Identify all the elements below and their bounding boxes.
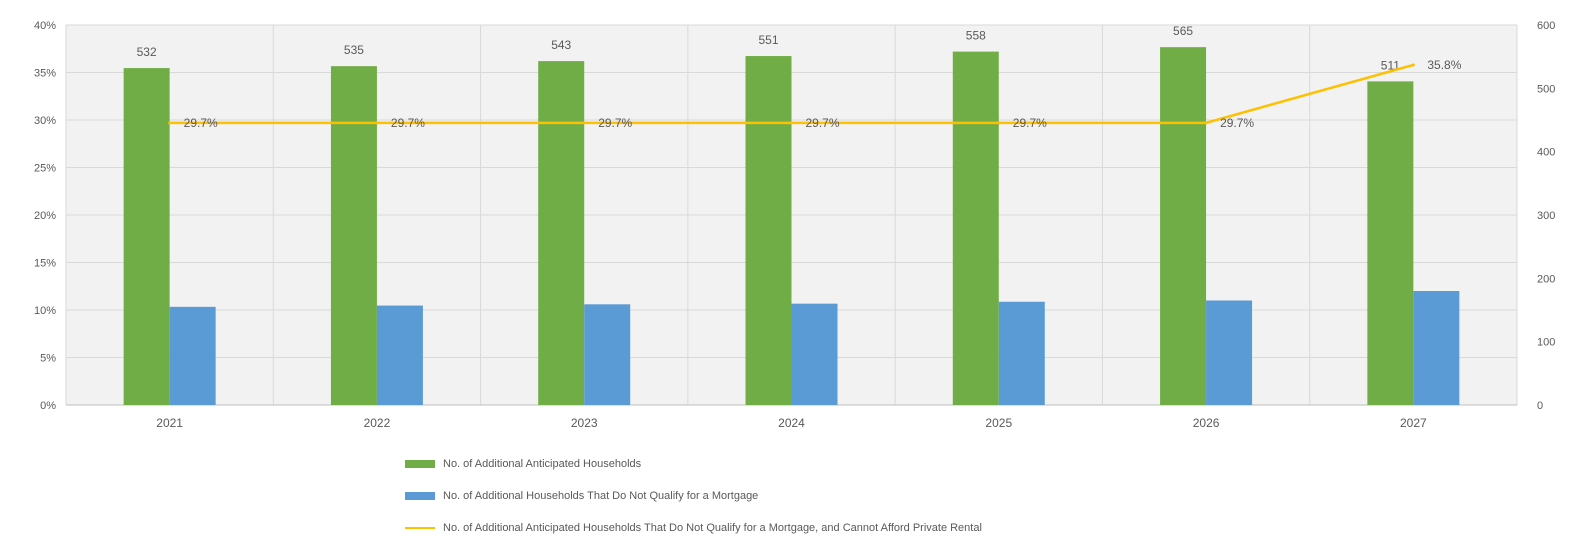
bar-data-label: 532 <box>137 45 157 59</box>
combo-chart: 0% 5% 10% 15% 20% 25% 30% 35% 40% 0 100 200 300 400 50… <box>34 20 1555 430</box>
bar-additional-households <box>1160 47 1207 406</box>
x-axis-tick-label: 2022 <box>364 416 391 430</box>
line-data-label: 29.7% <box>1220 116 1254 130</box>
legend-item: No. of Additional Anticipated Households… <box>405 512 1305 544</box>
bar-data-label: 543 <box>551 38 571 52</box>
bar-data-label: 535 <box>344 43 364 57</box>
bar-no-mortgage-households <box>584 304 631 405</box>
line-point <box>1411 63 1415 67</box>
right-axis-tick-label: 400 <box>1537 147 1555 159</box>
x-axis-tick-label: 2024 <box>778 416 805 430</box>
left-axis-tick-label: 35% <box>34 68 56 80</box>
bar-no-mortgage-households <box>169 306 216 405</box>
bar-additional-households <box>1367 81 1414 405</box>
right-axis-tick-label: 600 <box>1537 20 1555 32</box>
left-axis-tick-label: 20% <box>34 210 56 222</box>
legend-swatch <box>405 460 435 468</box>
left-axis-tick-label: 10% <box>34 305 56 317</box>
bar-no-mortgage-households <box>1206 300 1253 405</box>
line-data-label: 29.7% <box>184 116 218 130</box>
x-axis-tick-label: 2023 <box>571 416 598 430</box>
line-point <box>997 121 1001 125</box>
right-axis-tick-label: 300 <box>1537 210 1555 222</box>
line-point <box>790 121 793 125</box>
x-axis-tick-label: 2021 <box>156 416 183 430</box>
bar-no-mortgage-households <box>1413 291 1460 405</box>
left-axis-tick-label: 0% <box>40 400 56 412</box>
line-data-label: 29.7% <box>806 116 840 130</box>
line-point <box>582 121 586 125</box>
bar-data-label: 565 <box>1173 24 1193 38</box>
bar-additional-households <box>123 68 170 406</box>
bar-data-label: 551 <box>758 33 778 47</box>
right-axis-tick-label: 0 <box>1537 400 1543 412</box>
bar-additional-households <box>745 56 792 406</box>
legend-item: No. of Additional Anticipated Households <box>405 448 1305 480</box>
legend-item: No. of Additional Households That Do Not… <box>405 480 1305 512</box>
line-data-label: 29.7% <box>598 116 632 130</box>
right-axis-tick-label: 100 <box>1537 337 1555 349</box>
bar-no-mortgage-households <box>376 305 423 405</box>
left-axis-tick-label: 15% <box>34 258 56 270</box>
x-axis-tick-label: 2026 <box>1193 416 1220 430</box>
line-data-label: 29.7% <box>391 116 425 130</box>
left-axis-tick-label: 25% <box>34 163 56 175</box>
legend-swatch <box>405 492 435 500</box>
x-axis-tick-label: 2025 <box>985 416 1012 430</box>
left-axis-tick-label: 40% <box>34 20 56 32</box>
bar-no-mortgage-households <box>791 303 838 405</box>
line-data-label: 29.7% <box>1013 116 1047 130</box>
legend: No. of Additional Anticipated Households… <box>405 448 1305 544</box>
left-axis-tick-label: 5% <box>40 353 56 365</box>
bar-additional-households <box>330 66 377 406</box>
bar-additional-households <box>538 61 585 405</box>
x-axis-tick-label: 2027 <box>1400 416 1427 430</box>
right-axis-tick-label: 500 <box>1537 83 1555 95</box>
bar-no-mortgage-households <box>998 301 1045 405</box>
legend-label: No. of Additional Anticipated Households <box>443 458 642 470</box>
line-point <box>375 121 379 125</box>
bar-additional-households <box>952 51 999 405</box>
legend-label: No. of Additional Households That Do Not… <box>443 490 759 502</box>
legend-swatch <box>405 527 435 529</box>
line-point <box>1204 121 1208 125</box>
right-axis-tick-label: 200 <box>1537 273 1555 285</box>
left-axis-tick-label: 30% <box>34 115 56 127</box>
line-data-label: 35.8% <box>1427 58 1461 72</box>
legend-label: No. of Additional Anticipated Households… <box>443 522 982 534</box>
line-point <box>168 121 172 125</box>
bar-data-label: 558 <box>966 29 986 43</box>
